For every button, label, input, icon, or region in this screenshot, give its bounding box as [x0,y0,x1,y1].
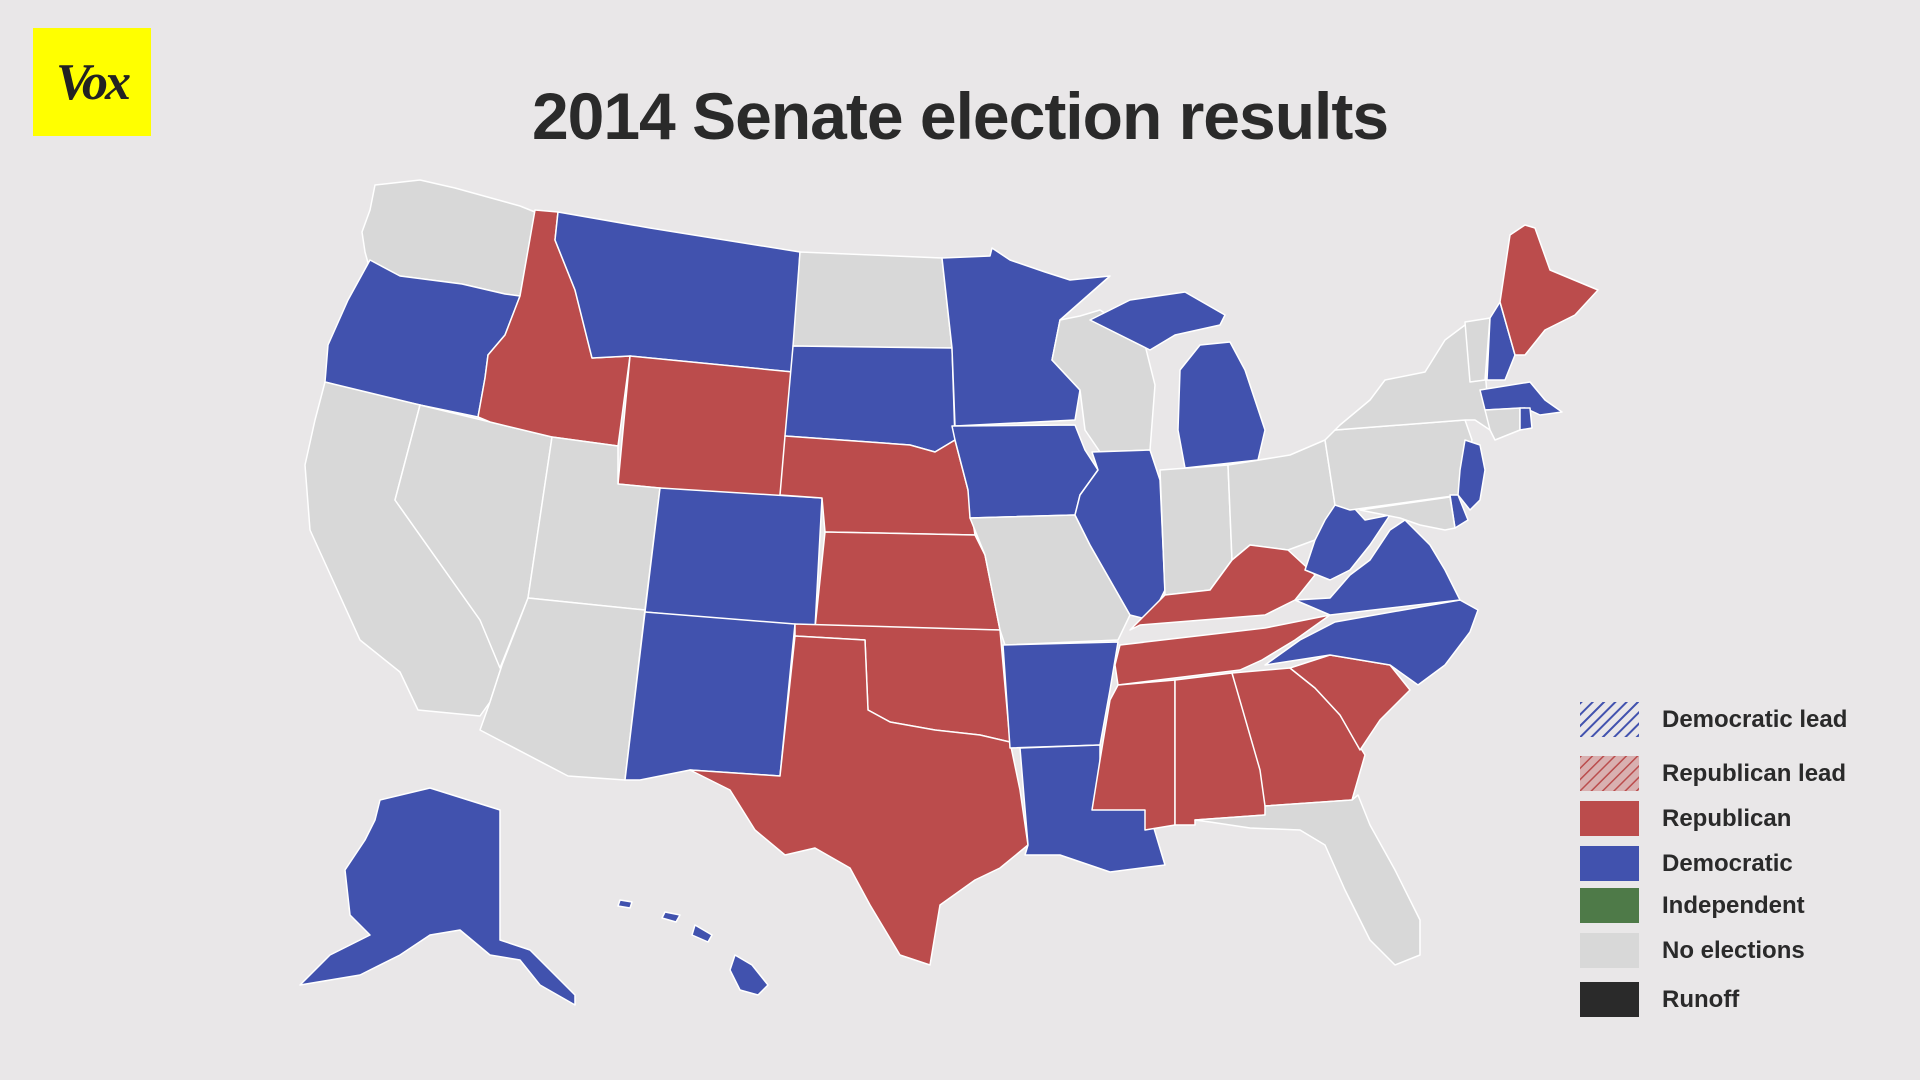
state-TX[interactable] [689,635,1029,966]
state-NH[interactable] [1486,301,1516,381]
state-NC[interactable] [1264,599,1479,686]
legend-label-independent: Independent [1662,892,1805,919]
legend-label-runoff: Runoff [1662,986,1740,1013]
legend-label-dem-lead: Democratic lead [1662,706,1848,733]
state-FL[interactable] [1194,794,1421,966]
legend-swatch-runoff [1580,982,1639,1017]
state-CT[interactable] [1484,407,1521,441]
state-CO[interactable] [644,487,823,629]
state-MT[interactable] [554,211,801,373]
legend-item-independent: Independent [1580,888,1900,928]
state-HI[interactable] [617,899,769,996]
legend-item-runoff: Runoff [1580,982,1900,1022]
state-NM[interactable] [624,611,796,781]
state-KS[interactable] [814,531,1001,631]
state-WV[interactable] [1304,489,1391,581]
legend-item-democratic: Democratic [1580,846,1900,886]
legend-item-dem-lead: Democratic lead [1580,702,1900,742]
state-ND[interactable] [792,251,953,349]
legend-label-no-elections: No elections [1662,937,1805,964]
state-ME[interactable] [1499,224,1599,356]
state-MI[interactable] [1089,291,1266,469]
vox-logo-text: Vox [56,53,131,111]
state-TN[interactable] [1114,614,1331,686]
page-title: 2014 Senate election results [531,79,1389,153]
legend-swatch-dem-lead [1580,702,1639,737]
legend-swatch-rep-lead [1580,756,1639,791]
legend-swatch-independent [1580,888,1639,923]
state-VT[interactable] [1464,317,1491,383]
state-IA[interactable] [951,424,1099,519]
state-KY[interactable] [1129,544,1316,631]
state-RI[interactable] [1519,407,1533,431]
legend-label-rep-lead: Republican lead [1662,760,1847,787]
legend-item-republican: Republican [1580,801,1900,841]
legend-item-rep-lead: Republican lead [1580,756,1900,796]
legend-swatch-republican [1580,801,1639,836]
state-NJ[interactable] [1457,439,1486,511]
legend-swatch-democratic [1580,846,1639,881]
state-SD[interactable] [784,345,956,453]
state-MN[interactable] [941,247,1111,427]
state-AR[interactable] [1002,641,1119,749]
vox-logo: Vox [33,28,151,136]
legend-label-democratic: Democratic [1662,850,1793,877]
legend-label-republican: Republican [1662,805,1792,832]
state-AK[interactable] [299,787,576,1006]
state-IL[interactable] [1074,449,1166,621]
legend-item-no-elections: No elections [1580,933,1900,973]
state-MD[interactable] [1359,496,1456,531]
legend-swatch-no-elections [1580,933,1639,968]
state-WY[interactable] [617,355,794,501]
state-WI[interactable] [1051,309,1156,453]
